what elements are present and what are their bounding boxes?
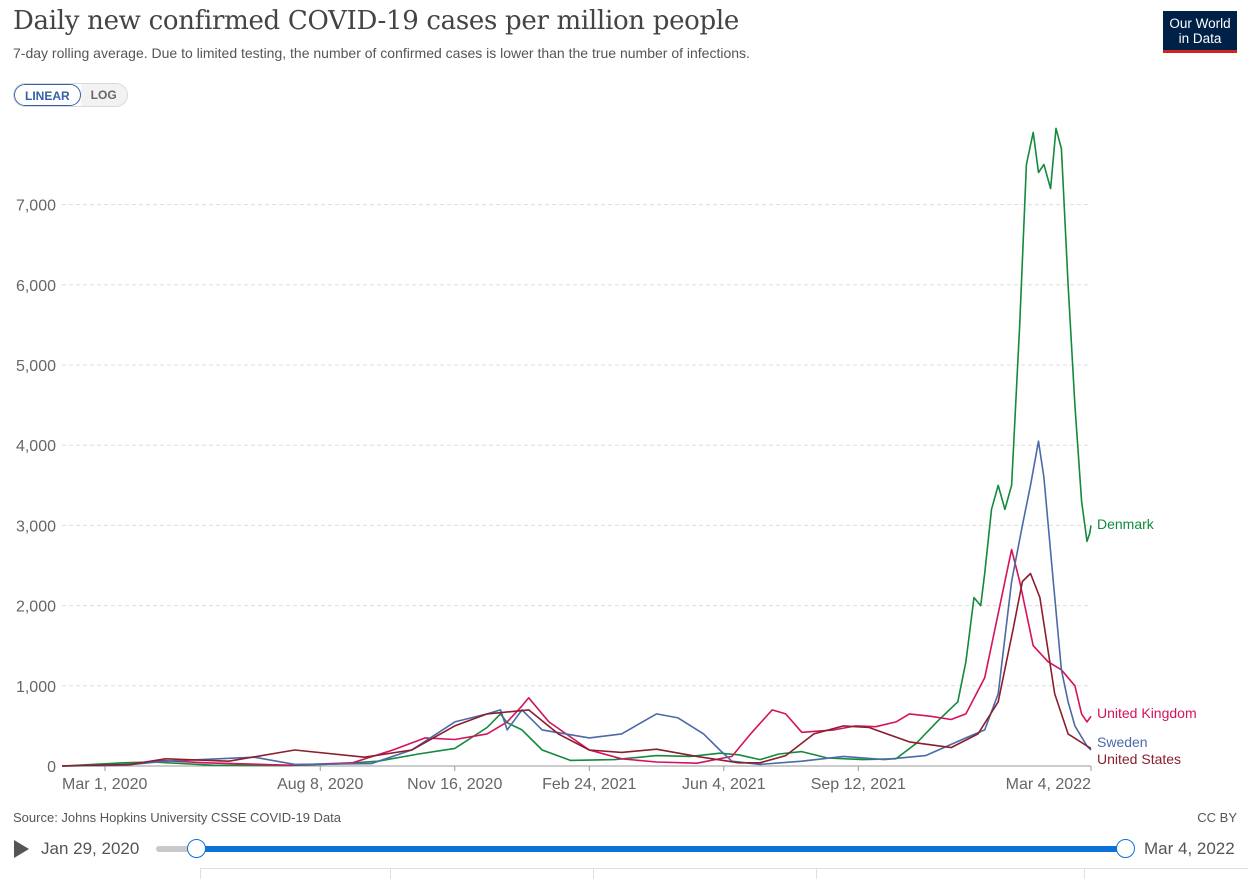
- license-link[interactable]: CC BY: [1197, 810, 1237, 825]
- chart-subtitle: 7-day rolling average. Due to limited te…: [13, 45, 750, 61]
- footer-tab[interactable]: [200, 869, 390, 879]
- x-axis: Mar 1, 2020 Aug 8, 2020 Nov 16, 2020 Feb 24…: [62, 766, 1092, 793]
- y-tick-label: 6,000: [16, 278, 56, 295]
- x-tick-label: Jun 4, 2021: [682, 776, 766, 793]
- series-label-denmark[interactable]: Denmark: [1097, 516, 1155, 532]
- y-tick-label: 0: [47, 759, 56, 776]
- series-line-denmark[interactable]: [61, 127, 1092, 767]
- series-line-united-states[interactable]: [61, 572, 1092, 767]
- log-scale-button[interactable]: LOG: [80, 84, 127, 106]
- footer-tab[interactable]: [593, 869, 816, 879]
- source-note: Source: Johns Hopkins University CSSE CO…: [13, 810, 342, 825]
- footer-tabs: [200, 868, 1248, 879]
- x-tick-label: Mar 1, 2020: [62, 776, 147, 793]
- timeline: Jan 29, 2020 Mar 4, 2022: [0, 832, 1248, 866]
- y-tick-label: 2,000: [16, 599, 56, 616]
- timeline-start-handle[interactable]: [187, 839, 206, 858]
- grid-lines: [62, 204, 1091, 767]
- timeline-end-date: Mar 4, 2022: [1144, 839, 1235, 858]
- timeline-track[interactable]: [156, 846, 196, 852]
- series-label-united-states[interactable]: United States: [1097, 751, 1181, 767]
- timeline-start-date: Jan 29, 2020: [41, 839, 140, 858]
- x-tick-label: Aug 8, 2020: [277, 776, 363, 793]
- y-tick-label: 3,000: [16, 518, 56, 535]
- footer-tab[interactable]: [1084, 869, 1248, 879]
- y-tick-label: 1,000: [16, 679, 56, 696]
- y-tick-label: 4,000: [16, 438, 56, 455]
- timeline-end-handle[interactable]: [1116, 839, 1135, 858]
- series-lines: [61, 127, 1092, 767]
- series-label-united-kingdom[interactable]: United Kingdom: [1097, 705, 1197, 721]
- series-line-united-kingdom[interactable]: [61, 548, 1092, 767]
- footer-tab[interactable]: [816, 869, 1084, 879]
- logo-line-2: in Data: [1178, 31, 1222, 46]
- logo-line-1: Our World: [1169, 16, 1231, 31]
- series-label-sweden[interactable]: Sweden: [1097, 734, 1148, 750]
- chart-title: Daily new confirmed COVID-19 cases per m…: [13, 6, 739, 36]
- x-tick-label: Nov 16, 2020: [407, 776, 502, 793]
- footer-tab[interactable]: [390, 869, 593, 879]
- y-tick-label: 5,000: [16, 358, 56, 375]
- x-tick-label: Mar 4, 2022: [1006, 776, 1091, 793]
- timeline-selected-range[interactable]: [196, 846, 1125, 852]
- linear-scale-button[interactable]: LINEAR: [14, 84, 81, 106]
- y-tick-label: 7,000: [16, 198, 56, 215]
- play-icon[interactable]: [14, 840, 29, 858]
- scale-toggle: LINEAR LOG: [13, 83, 128, 107]
- owid-logo[interactable]: Our World in Data: [1163, 11, 1237, 53]
- y-axis: 0 1,000 2,000 3,000 4,000 5,000 6,000 7,000: [16, 198, 56, 776]
- x-tick-label: Sep 12, 2021: [811, 776, 906, 793]
- line-chart: 0 1,000 2,000 3,000 4,000 5,000 6,000 7,000 Mar…: [16, 127, 1197, 793]
- x-tick-label: Feb 24, 2021: [542, 776, 636, 793]
